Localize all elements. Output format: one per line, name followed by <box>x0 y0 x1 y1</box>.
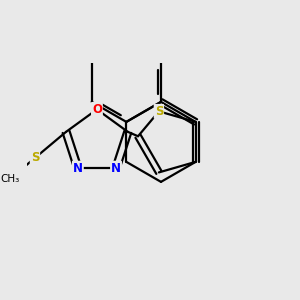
Text: CH₃: CH₃ <box>1 174 20 184</box>
Text: S: S <box>155 105 163 118</box>
Text: O: O <box>92 103 102 116</box>
Text: N: N <box>111 162 121 175</box>
Text: N: N <box>73 162 83 175</box>
Text: S: S <box>31 152 39 164</box>
